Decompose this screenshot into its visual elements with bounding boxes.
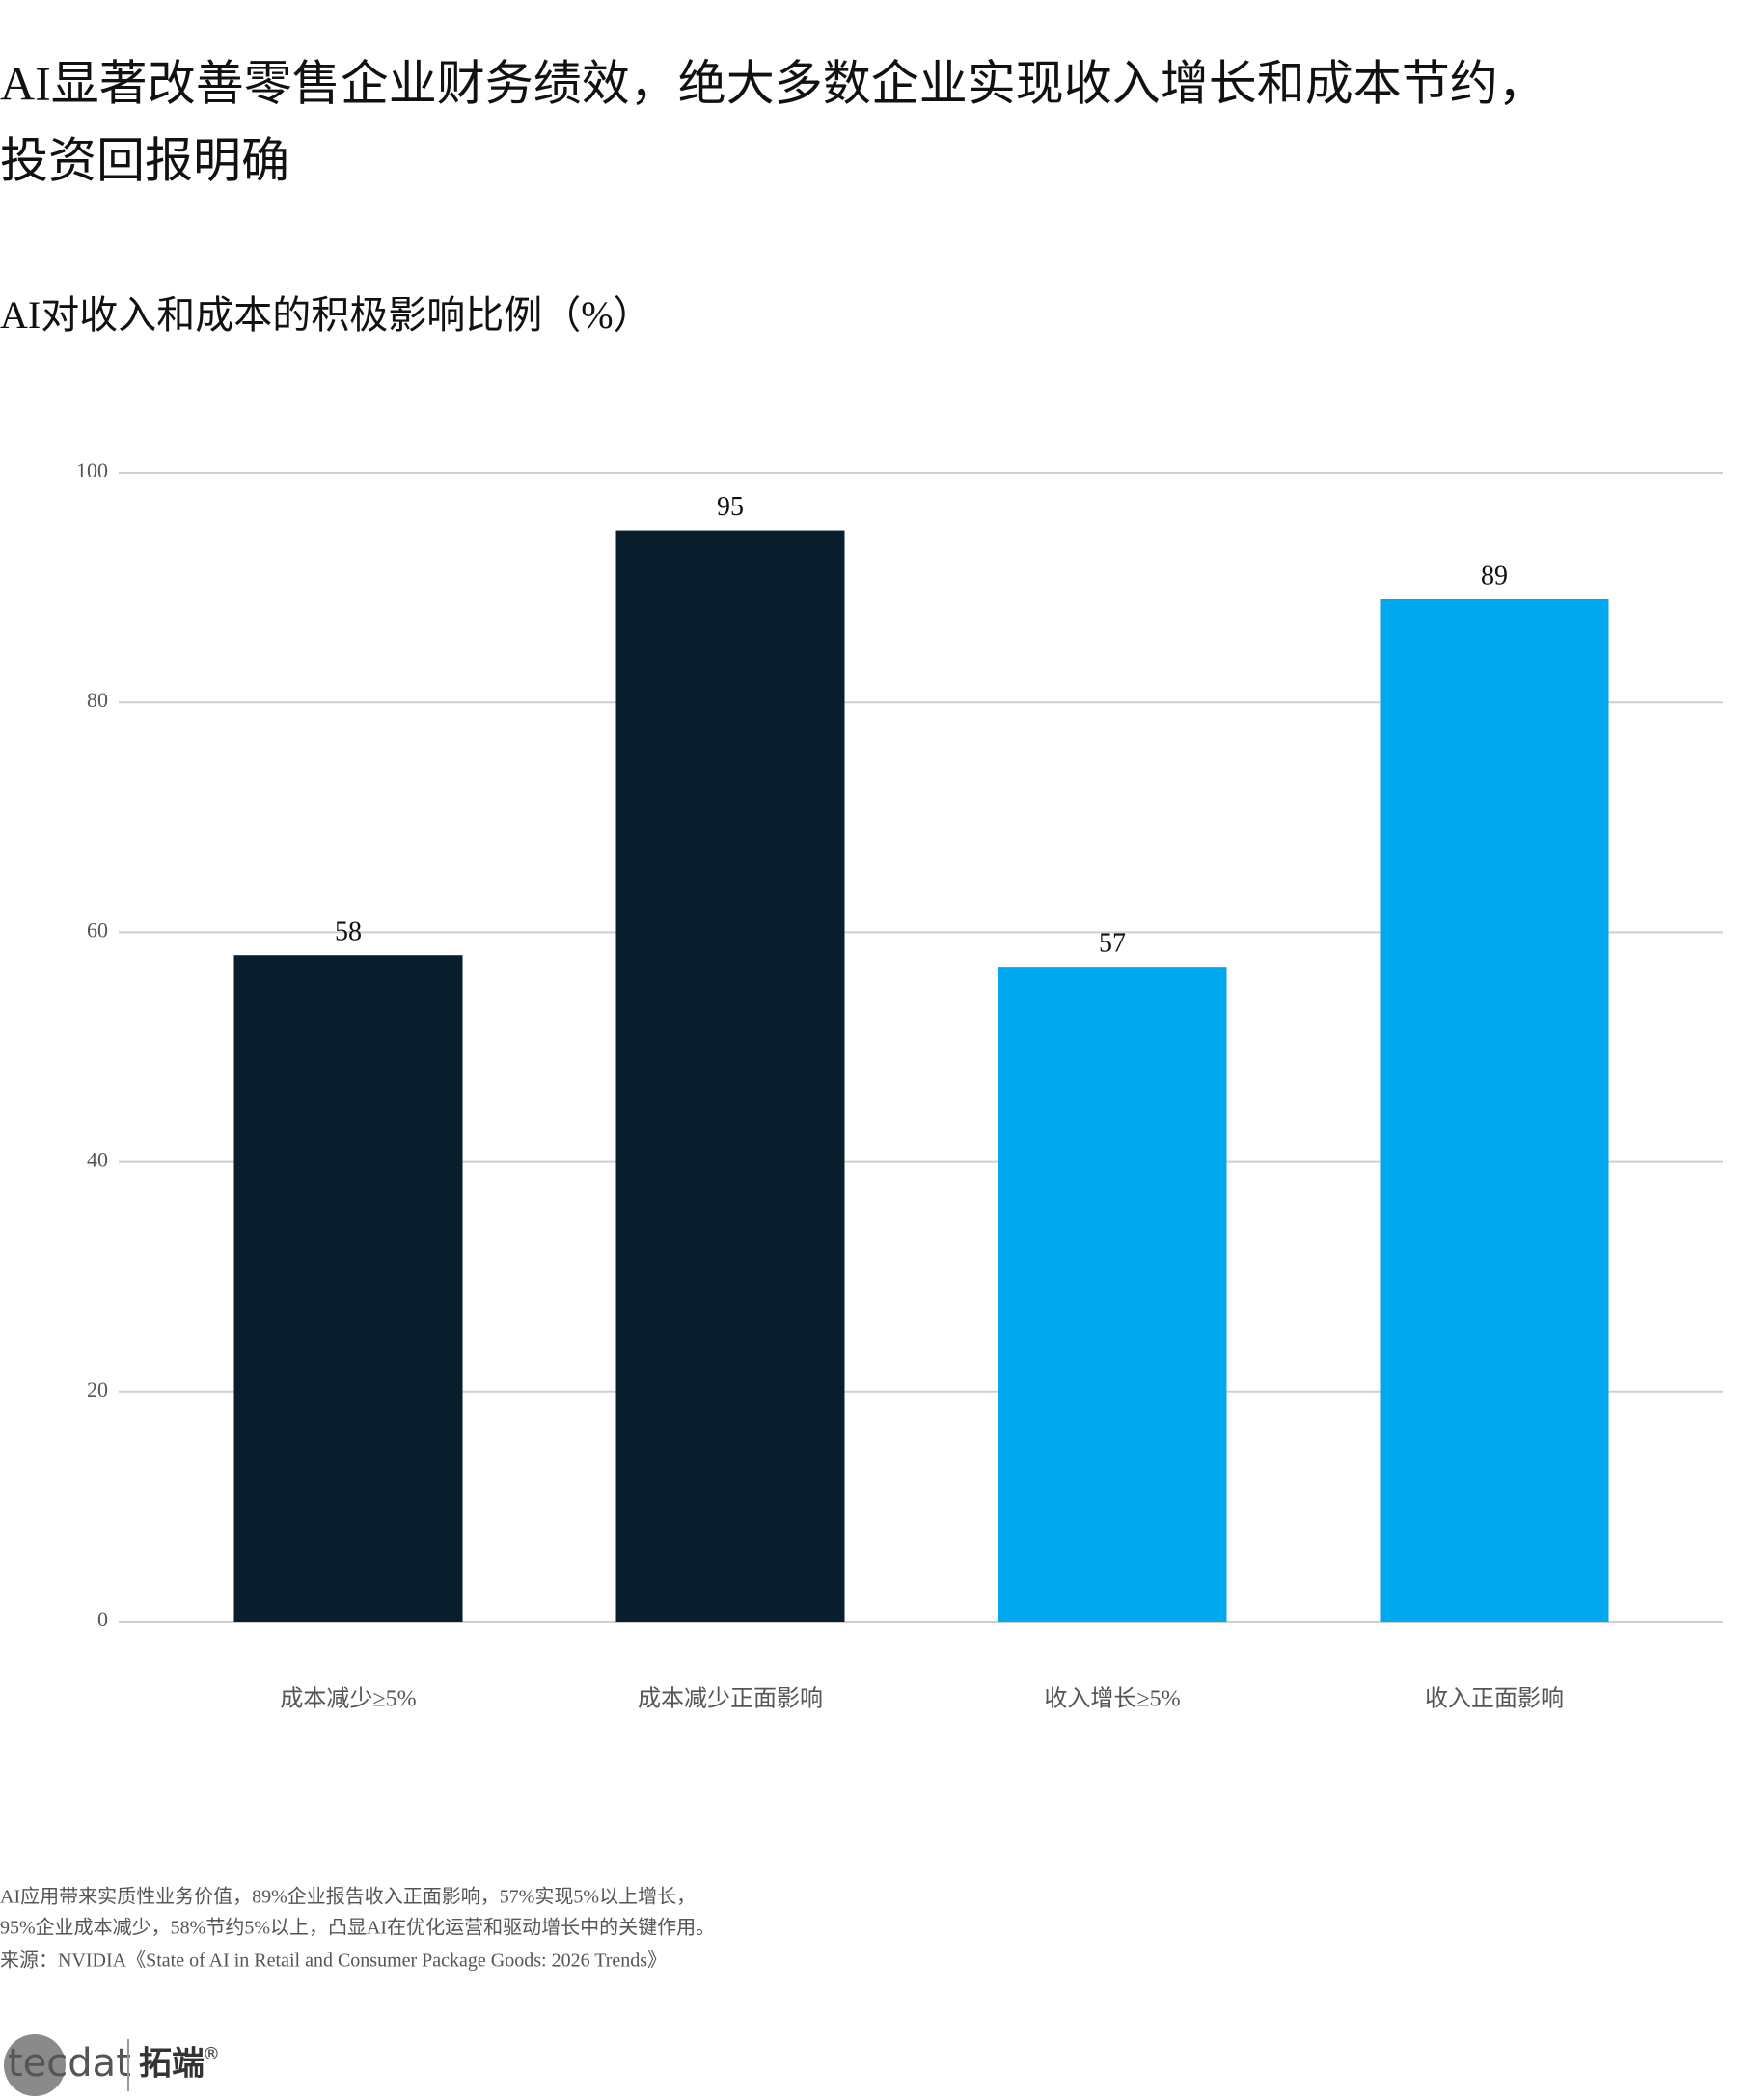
chart-title: AI显著改善零售企业财务绩效，绝大多数企业实现收入增长和成本节约， [0, 56, 1546, 110]
y-tick-label: 40 [87, 1148, 108, 1172]
logo-mark: ® [203, 2044, 220, 2064]
x-tick-label: 收入增长≥5% [1044, 1686, 1180, 1712]
y-tick-label: 0 [97, 1607, 108, 1631]
chart-subtitle: AI对收入和成本的积极影响比例（%） [0, 293, 652, 337]
bar [615, 530, 845, 1622]
logo-brand: tecdat [8, 2041, 131, 2086]
note: AI应用带来实质性业务价值，89%企业报告收入正面影响，57%实现5%以上增长， [0, 1886, 696, 1908]
y-tick-label: 60 [87, 917, 108, 941]
bar [1380, 599, 1609, 1622]
y-tick-label: 80 [87, 688, 108, 712]
bar [233, 955, 463, 1622]
note: 来源：NVIDIA《State of AI in Retail and Cons… [0, 1950, 667, 1972]
y-tick-label: 20 [87, 1377, 108, 1402]
x-tick-label: 收入正面影响 [1425, 1686, 1564, 1712]
value-label: 95 [717, 492, 744, 522]
logo-name: 拓端 [139, 2045, 205, 2084]
logo-badge [4, 2034, 66, 2096]
bar [998, 967, 1227, 1622]
x-tick-label: 成本减少≥5% [280, 1686, 416, 1712]
note: 95%企业成本减少，58%节约5%以上，凸显AI在优化运营和驱动增长中的关键作用… [0, 1917, 715, 1939]
value-label: 57 [1099, 929, 1126, 959]
value-label: 58 [335, 917, 362, 947]
x-tick-label: 成本减少正面影响 [638, 1686, 823, 1712]
value-label: 89 [1481, 560, 1508, 590]
chart-title: 投资回报明确 [0, 133, 289, 187]
y-tick-label: 100 [76, 458, 108, 482]
